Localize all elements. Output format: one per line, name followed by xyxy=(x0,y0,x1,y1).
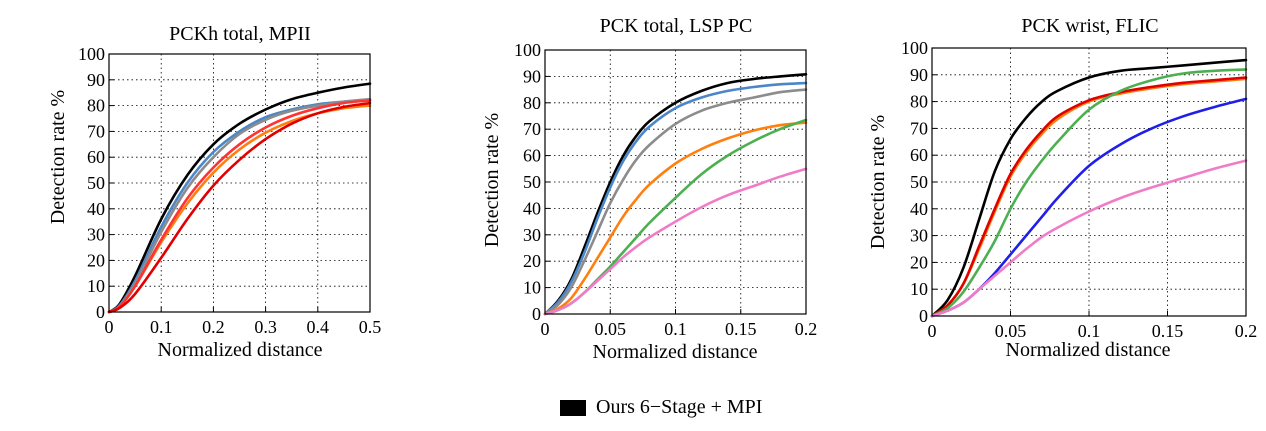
y-tick-label: 30 xyxy=(910,226,928,246)
y-tick-label: 30 xyxy=(87,225,105,245)
y-tick-label: 80 xyxy=(87,96,105,116)
y-tick-label: 100 xyxy=(901,38,928,58)
x-axis-label: Normalized distance xyxy=(158,339,323,361)
y-tick-label: 0 xyxy=(919,306,928,326)
x-tick-label: 0.05 xyxy=(595,319,627,339)
chart-panel-flic: PCK wrist, FLIC Detection rate % Normali… xyxy=(867,15,1257,361)
chart-title: PCKh total, MPII xyxy=(169,23,311,45)
plot-area: 0 0.1 0.2 0.3 0.4 0.5 0 10 20 30 40 50 60 70 80 90 100 xyxy=(78,44,381,337)
x-tick-label: 0.1 xyxy=(664,319,687,339)
legend-label: Ours 6−Stage + MPI xyxy=(596,396,763,418)
series-line xyxy=(930,159,1248,318)
y-tick-label: 70 xyxy=(523,119,541,139)
plot-area: 0 0.05 0.1 0.15 0.2 0 10 20 30 40 50 60 70 80 90 100 xyxy=(514,40,817,339)
y-tick-label: 10 xyxy=(87,276,105,296)
plot-frame xyxy=(544,49,807,315)
x-tick-label: 0.4 xyxy=(307,317,330,337)
y-tick-label: 40 xyxy=(87,199,105,219)
y-tick-label: 80 xyxy=(523,93,541,113)
series-line xyxy=(107,82,372,314)
chart-title: PCK wrist, FLIC xyxy=(1021,15,1158,37)
y-tick-label: 50 xyxy=(87,173,105,193)
chart-title: PCK total, LSP PC xyxy=(600,15,753,37)
y-tick-label: 60 xyxy=(523,146,541,166)
y-tick-label: 60 xyxy=(87,147,105,167)
x-tick-label: 0.3 xyxy=(254,317,277,337)
y-tick-label: 70 xyxy=(910,118,928,138)
y-tick-label: 10 xyxy=(910,279,928,299)
y-tick-label: 50 xyxy=(910,172,928,192)
y-tick-label: 10 xyxy=(523,278,541,298)
legend-swatch xyxy=(560,399,586,416)
series-line xyxy=(107,101,372,314)
x-tick-label: 0.05 xyxy=(995,321,1027,341)
x-tick-label: 0.2 xyxy=(202,317,225,337)
x-tick-label: 0 xyxy=(105,317,114,337)
x-tick-label: 0 xyxy=(541,319,550,339)
x-tick-label: 0.15 xyxy=(1152,321,1184,341)
y-axis-label: Detection rate % xyxy=(47,90,69,224)
y-tick-label: 60 xyxy=(910,145,928,165)
y-tick-label: 0 xyxy=(96,302,105,322)
y-tick-label: 80 xyxy=(910,92,928,112)
x-tick-label: 0 xyxy=(928,321,937,341)
series-line xyxy=(543,88,808,316)
plot-area: 0 0.05 0.1 0.15 0.2 0 10 20 30 40 50 60 70 80 90 100 xyxy=(901,38,1257,341)
series-line xyxy=(543,167,808,316)
y-tick-label: 70 xyxy=(87,121,105,141)
x-tick-label: 0.15 xyxy=(725,319,757,339)
x-tick-label: 0.1 xyxy=(1078,321,1101,341)
series-line xyxy=(543,73,808,316)
series-line xyxy=(930,58,1248,318)
y-axis-label: Detection rate % xyxy=(867,115,889,249)
series-line xyxy=(930,76,1248,318)
chart-panel-lsp: PCK total, LSP PC Detection rate % Norma… xyxy=(481,15,817,363)
x-axis-label: Normalized distance xyxy=(1006,339,1171,361)
plot-frame xyxy=(108,53,371,313)
x-tick-label: 0.2 xyxy=(1235,321,1258,341)
y-tick-label: 40 xyxy=(910,199,928,219)
y-tick-label: 30 xyxy=(523,225,541,245)
y-tick-label: 40 xyxy=(523,198,541,218)
y-tick-label: 90 xyxy=(523,66,541,86)
x-tick-label: 0.1 xyxy=(150,317,173,337)
series-line xyxy=(543,121,808,316)
y-tick-label: 90 xyxy=(910,65,928,85)
y-tick-label: 20 xyxy=(910,252,928,272)
legend: Ours 6−Stage + MPI xyxy=(560,396,762,419)
y-tick-label: 100 xyxy=(78,44,105,64)
series-line xyxy=(107,99,372,314)
x-tick-label: 0.2 xyxy=(795,319,818,339)
y-tick-label: 20 xyxy=(87,250,105,270)
x-axis-label: Normalized distance xyxy=(593,341,758,363)
y-axis-label: Detection rate % xyxy=(481,113,503,247)
series-line xyxy=(930,68,1248,318)
y-tick-label: 100 xyxy=(514,40,541,60)
plot-frame xyxy=(931,47,1247,317)
y-tick-label: 90 xyxy=(87,70,105,90)
y-tick-label: 50 xyxy=(523,172,541,192)
y-tick-label: 0 xyxy=(532,304,541,324)
series-line xyxy=(543,81,808,316)
y-tick-label: 20 xyxy=(523,251,541,271)
chart-panel-mpii: PCKh total, MPII Detection rate % Normal… xyxy=(47,23,381,361)
x-tick-label: 0.5 xyxy=(359,317,382,337)
